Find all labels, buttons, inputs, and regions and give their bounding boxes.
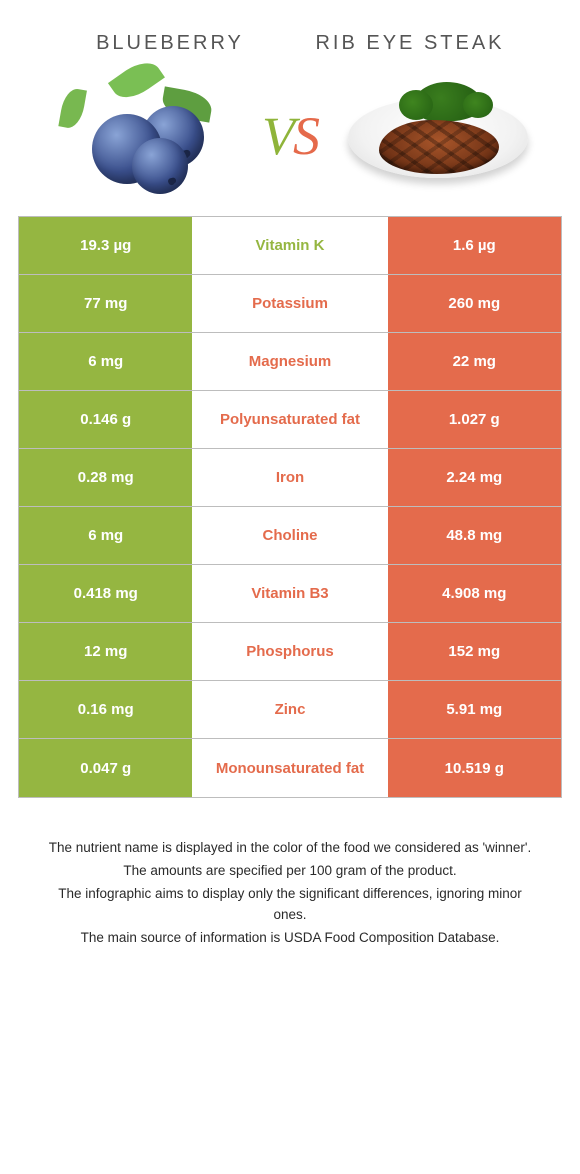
table-row: 6 mgCholine48.8 mg <box>19 507 561 565</box>
vs-s: S <box>293 106 318 166</box>
right-value: 5.91 mg <box>388 681 561 738</box>
nutrient-label: Zinc <box>192 681 387 738</box>
left-value: 0.047 g <box>19 739 192 797</box>
nutrient-label: Iron <box>192 449 387 506</box>
blueberry-icon <box>62 76 222 196</box>
right-value: 152 mg <box>388 623 561 680</box>
right-value: 1.027 g <box>388 391 561 448</box>
vs-v: V <box>262 106 293 166</box>
left-value: 6 mg <box>19 507 192 564</box>
footer-line: The nutrient name is displayed in the co… <box>40 838 540 859</box>
table-row: 0.418 mgVitamin B34.908 mg <box>19 565 561 623</box>
table-row: 77 mgPotassium260 mg <box>19 275 561 333</box>
left-value: 0.418 mg <box>19 565 192 622</box>
left-value: 12 mg <box>19 623 192 680</box>
right-value: 260 mg <box>388 275 561 332</box>
table-row: 0.047 gMonounsaturated fat10.519 g <box>19 739 561 797</box>
left-value: 6 mg <box>19 333 192 390</box>
footer-line: The main source of information is USDA F… <box>40 928 540 949</box>
table-row: 0.28 mgIron2.24 mg <box>19 449 561 507</box>
nutrient-label: Potassium <box>192 275 387 332</box>
vs-label: VS <box>254 105 326 167</box>
images-row: VS <box>0 66 580 216</box>
title-row: Blueberry Rib eye steak <box>0 0 580 66</box>
right-food-title: Rib eye steak <box>290 30 530 56</box>
nutrient-table: 19.3 µgVitamin K1.6 µg77 mgPotassium260 … <box>18 216 562 798</box>
table-row: 19.3 µgVitamin K1.6 µg <box>19 217 561 275</box>
footer-line: The amounts are specified per 100 gram o… <box>40 861 540 882</box>
footer-notes: The nutrient name is displayed in the co… <box>0 798 580 949</box>
table-row: 0.16 mgZinc5.91 mg <box>19 681 561 739</box>
right-value: 1.6 µg <box>388 217 561 274</box>
left-food-title: Blueberry <box>50 30 290 56</box>
table-row: 12 mgPhosphorus152 mg <box>19 623 561 681</box>
left-value: 0.146 g <box>19 391 192 448</box>
left-value: 19.3 µg <box>19 217 192 274</box>
right-food-image <box>326 76 550 196</box>
steak-icon <box>343 76 533 196</box>
table-row: 6 mgMagnesium22 mg <box>19 333 561 391</box>
left-value: 0.28 mg <box>19 449 192 506</box>
nutrient-label: Phosphorus <box>192 623 387 680</box>
nutrient-label: Monounsaturated fat <box>192 739 387 797</box>
right-value: 22 mg <box>388 333 561 390</box>
footer-line: The infographic aims to display only the… <box>40 884 540 926</box>
right-value: 48.8 mg <box>388 507 561 564</box>
left-food-image <box>30 76 254 196</box>
nutrient-label: Magnesium <box>192 333 387 390</box>
nutrient-label: Polyunsaturated fat <box>192 391 387 448</box>
right-value: 10.519 g <box>388 739 561 797</box>
left-value: 77 mg <box>19 275 192 332</box>
right-value: 4.908 mg <box>388 565 561 622</box>
nutrient-label: Choline <box>192 507 387 564</box>
nutrient-label: Vitamin B3 <box>192 565 387 622</box>
left-value: 0.16 mg <box>19 681 192 738</box>
right-value: 2.24 mg <box>388 449 561 506</box>
table-row: 0.146 gPolyunsaturated fat1.027 g <box>19 391 561 449</box>
nutrient-label: Vitamin K <box>192 217 387 274</box>
